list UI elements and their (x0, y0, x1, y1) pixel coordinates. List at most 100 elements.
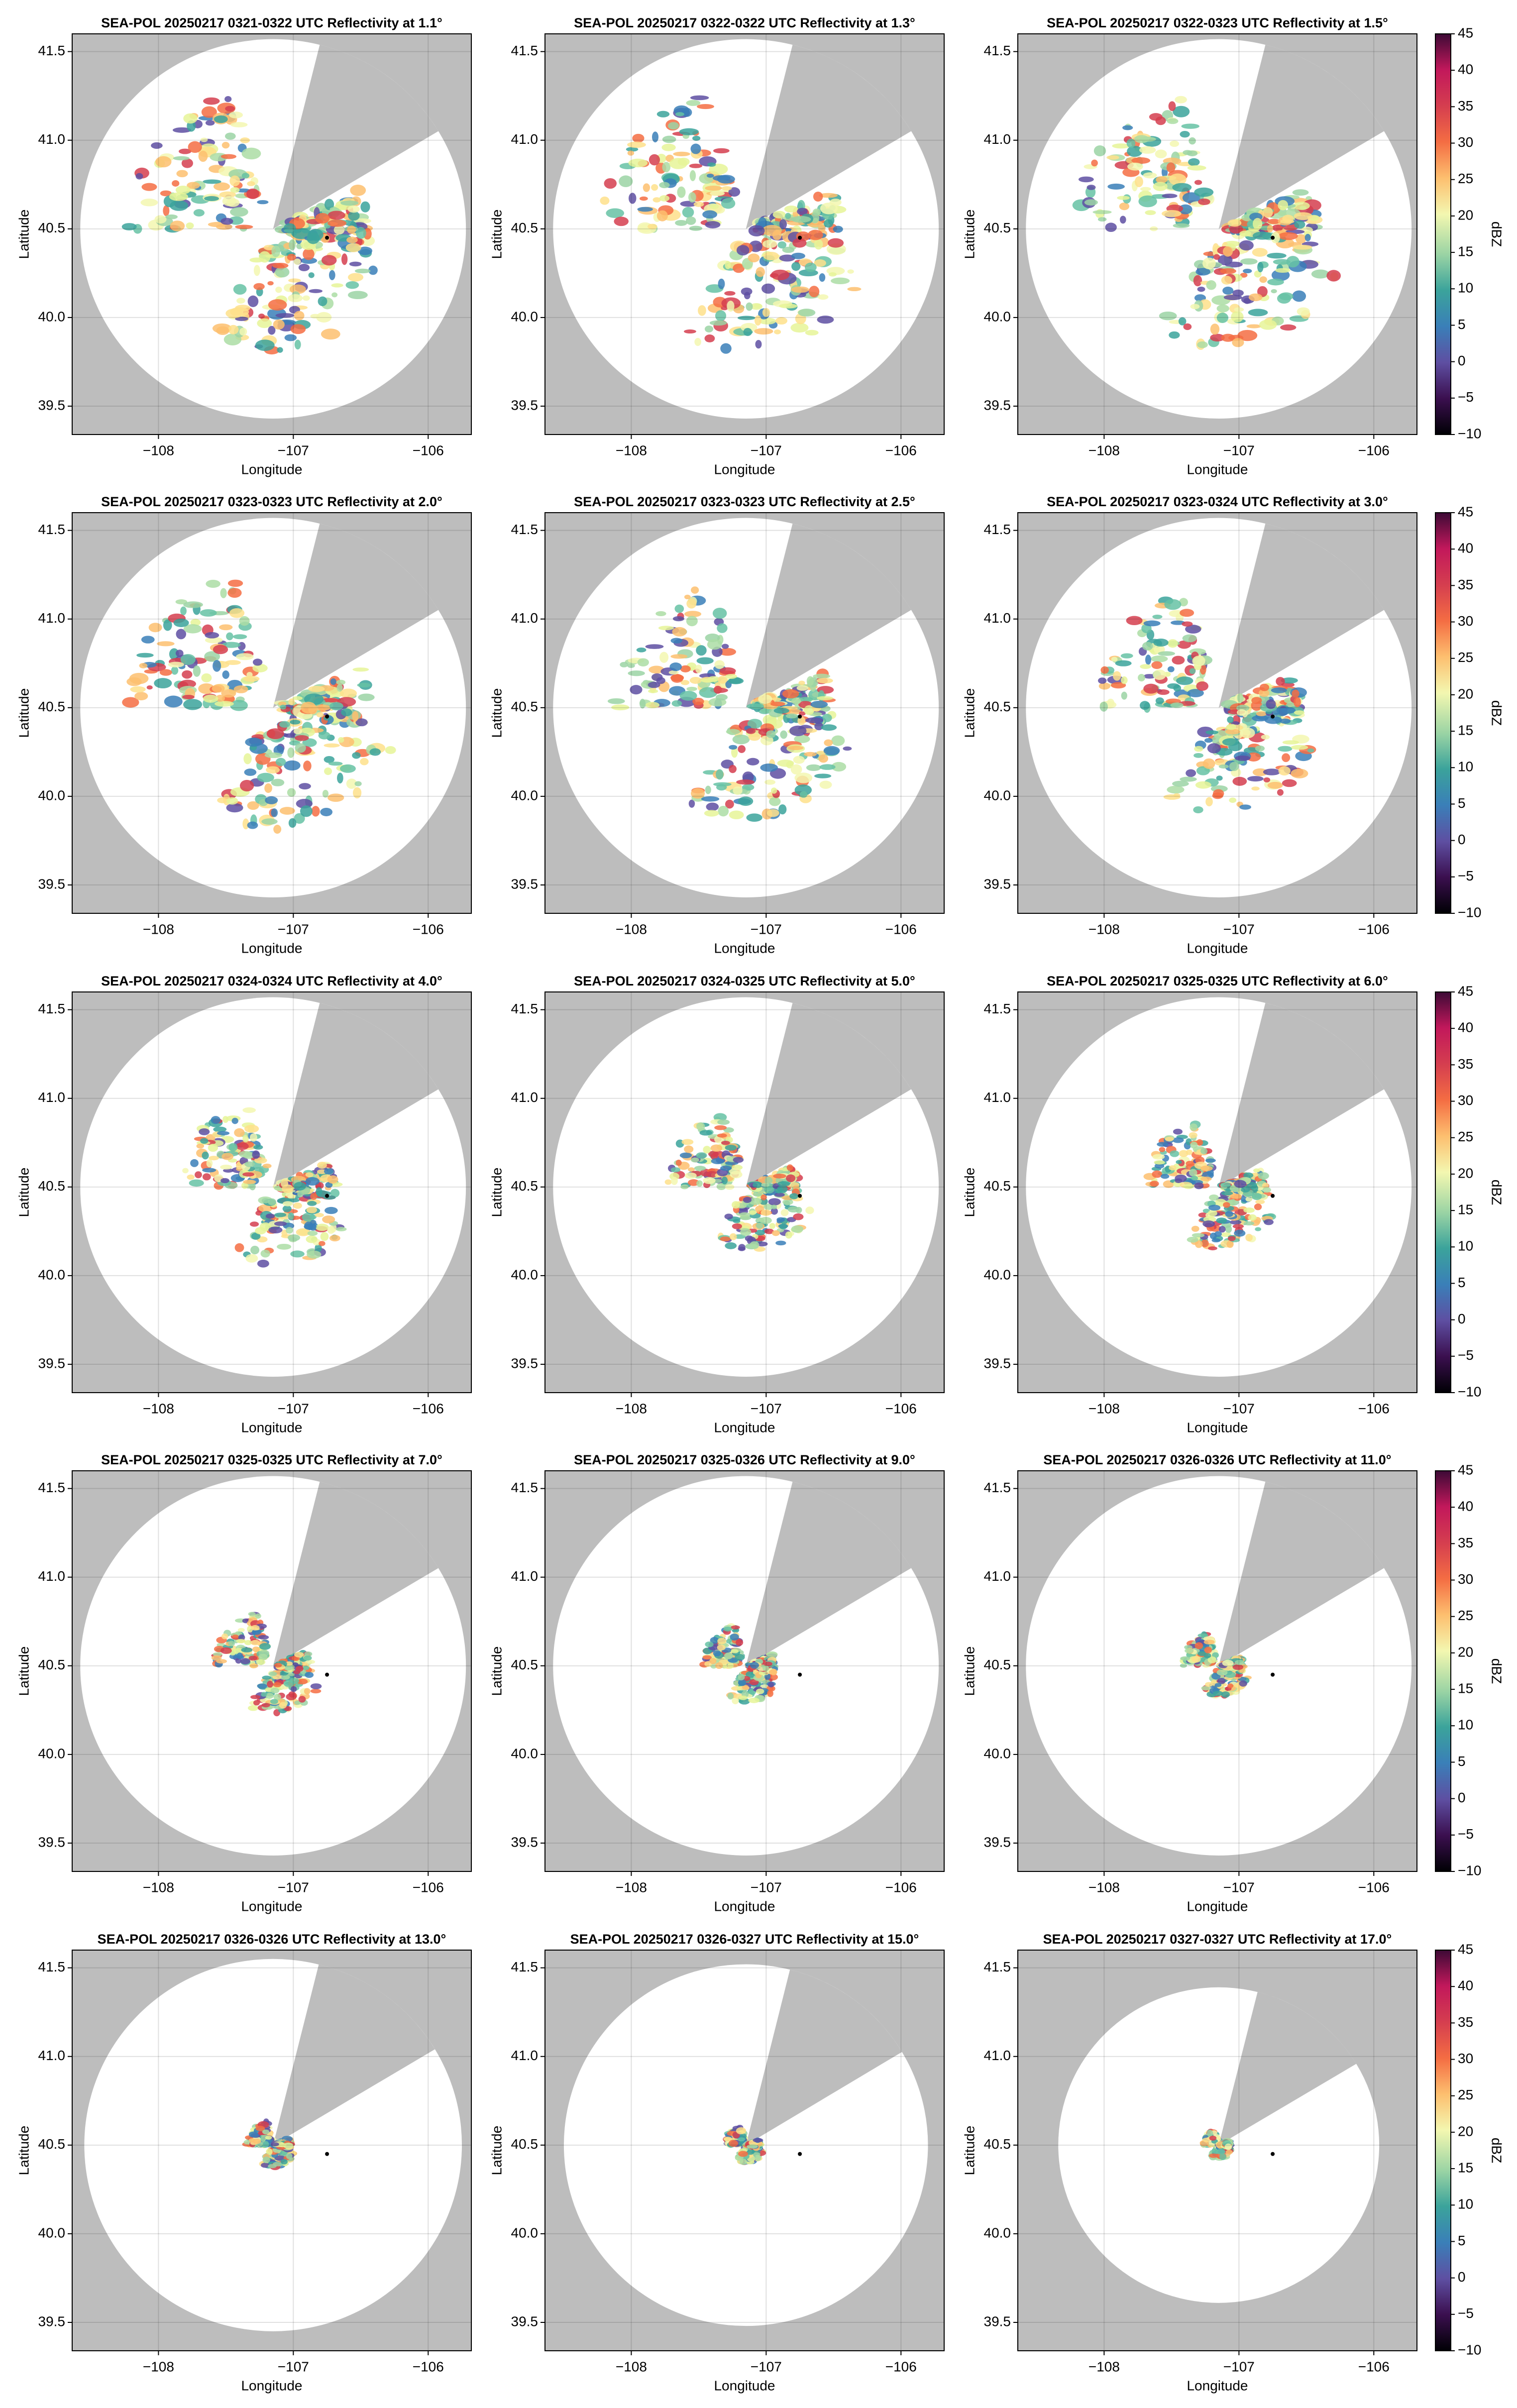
echo (799, 711, 806, 716)
x-tick-label: −107 (278, 921, 309, 937)
echo (699, 687, 718, 698)
echo (175, 186, 191, 195)
echo (756, 1222, 763, 1229)
echo (696, 1152, 707, 1159)
echo (1226, 1240, 1234, 1248)
chart-title: SEA-POL 20250217 0326-0326 UTC Reflectiv… (1043, 1452, 1391, 1467)
echo (315, 704, 331, 711)
echo (718, 675, 728, 684)
blocked-sector (746, 1482, 911, 1666)
echo (648, 681, 660, 688)
echo (201, 106, 217, 118)
echo (347, 291, 368, 300)
x-tick-label: −106 (413, 2359, 444, 2374)
echo (1252, 231, 1273, 240)
echo (762, 239, 777, 248)
plot-area (1018, 34, 1417, 435)
echo (136, 653, 154, 658)
echo (1217, 254, 1233, 266)
echo (236, 1639, 246, 1643)
echo (1229, 1220, 1242, 1225)
echo (639, 196, 648, 201)
echo (279, 721, 291, 728)
echo (604, 178, 617, 189)
echo (1091, 159, 1098, 167)
echo (1251, 697, 1262, 704)
echo (288, 294, 303, 303)
echo (165, 214, 178, 219)
echo (230, 122, 248, 127)
x-tick-label: −108 (616, 442, 647, 458)
echo (1216, 1669, 1228, 1676)
colorbar-label: dBZ (1489, 700, 1505, 726)
echo (727, 1662, 734, 1669)
echo (203, 179, 221, 184)
echo (369, 748, 381, 756)
panel: −108 −107 −10639.540.040.541.041.5SEA-POL … (489, 1452, 945, 1914)
echo (283, 223, 296, 233)
panel: −108 −107 −10639.540.040.541.041.5SEA-POL … (962, 974, 1504, 1435)
echo (813, 673, 831, 679)
echo (287, 253, 296, 261)
echo (713, 148, 730, 154)
echo (702, 1655, 712, 1660)
echo (176, 629, 187, 640)
echo (1293, 202, 1310, 210)
echo (737, 1673, 745, 1681)
echo (769, 797, 781, 806)
echo (135, 173, 143, 180)
echo-field (600, 95, 862, 354)
echo-field (1180, 1631, 1252, 1699)
echo (717, 175, 735, 184)
x-axis-label: Longitude (241, 2378, 302, 2393)
echo (729, 810, 744, 820)
echo (670, 674, 684, 683)
plot-area (545, 34, 944, 435)
echo (1154, 1160, 1165, 1165)
echo (717, 623, 728, 633)
y-tick-label: 41.5 (984, 522, 1011, 537)
echo (1272, 224, 1283, 231)
echo (1252, 715, 1269, 722)
echo (252, 663, 268, 672)
chart-title: SEA-POL 20250217 0325-0326 UTC Reflectiv… (574, 1452, 915, 1467)
y-tick-label: 41.5 (984, 43, 1011, 58)
echo (1110, 682, 1126, 689)
plot-area (72, 992, 471, 1393)
echo (819, 764, 836, 770)
echo (206, 1159, 213, 1168)
echo (814, 259, 826, 267)
echo (267, 281, 274, 286)
echo (244, 1161, 255, 1167)
echo (324, 1168, 334, 1175)
echo (257, 200, 269, 205)
x-tick-label: −108 (1088, 442, 1120, 458)
chart-title: SEA-POL 20250217 0323-0324 UTC Reflectiv… (1047, 494, 1388, 509)
echo (628, 158, 648, 168)
echo (1225, 1225, 1232, 1233)
echo (1271, 687, 1287, 693)
echo (213, 1126, 227, 1132)
echo (823, 746, 840, 756)
y-tick-label: 40.0 (38, 309, 66, 324)
echo (1229, 762, 1239, 771)
echo (782, 1199, 793, 1205)
echo (238, 1151, 252, 1158)
x-tick-label: −107 (751, 921, 782, 937)
echo (1235, 755, 1251, 761)
echo (818, 754, 829, 763)
echo (244, 1124, 259, 1133)
echo (1127, 162, 1143, 171)
plot-area (545, 992, 944, 1393)
y-tick-label: 41.0 (38, 131, 66, 147)
panel: −108 −107 −10639.540.040.541.041.5SEA-POL … (962, 15, 1504, 477)
echo (305, 1172, 314, 1178)
echo (651, 673, 663, 681)
echo (1207, 1656, 1217, 1663)
colorbar-tick-label: 40 (1458, 541, 1473, 556)
echo (627, 141, 646, 148)
echo (228, 1641, 235, 1646)
echo (327, 211, 345, 220)
y-tick-label: 40.0 (38, 787, 66, 803)
echo (235, 224, 253, 229)
